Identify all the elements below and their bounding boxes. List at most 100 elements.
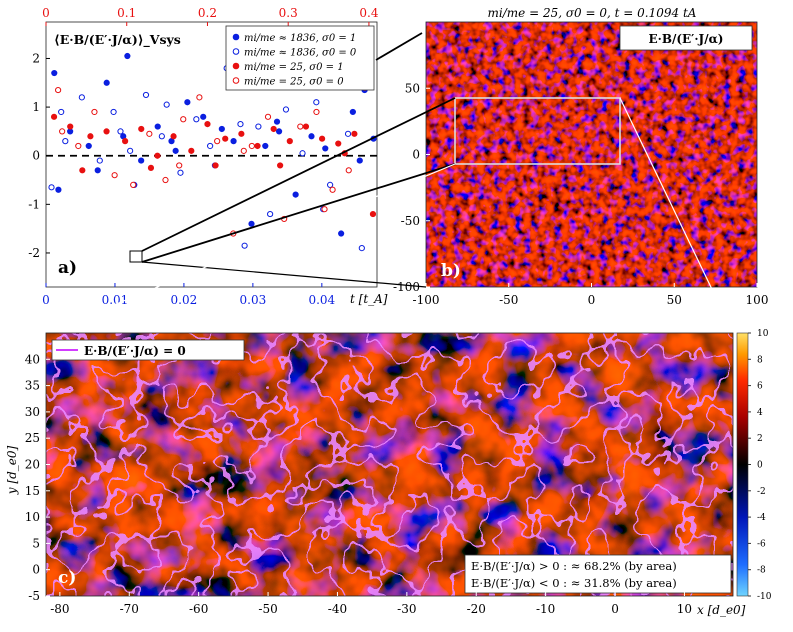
scatter-point [110,108,117,116]
scatter-point [147,164,155,171]
scatter-point [146,130,153,137]
scatter-point [214,138,221,145]
top-tick-label: 0.4 [359,6,378,20]
legend-marker [232,62,240,70]
colorbar-tick-label: 0 [757,461,763,471]
scatter-point [321,206,328,213]
scatter-point [75,142,82,150]
panel-b-x-tick-label: 100 [746,293,769,307]
panel-b-x-ticks: -100 -50 0 50 100 [413,283,769,307]
panel-a: 0 0.1 0.2 0.3 0.4 0 0.01 0.02 0.03 0.04 -2-1012 … [28,6,388,307]
panel-c-contours [46,333,733,596]
scatter-point [176,162,183,169]
panel-c-x-ticks: -80 -70 -60 -50 -40 -30 -20 -10 0 10 [50,592,692,616]
panel-c: E·B/(E′·J/α) = 0 E·B/(E′·J/α) > 0 : ≈ 68… [5,332,746,617]
scatter-point [170,133,177,140]
scatter-point [308,133,315,140]
panel-b-y-tick-label: -50 [401,214,420,228]
scatter-point [184,99,191,106]
scatter-point [222,135,229,142]
top-tick-label: 0.3 [279,6,298,20]
panel-c-x-tick-label: -60 [189,602,208,616]
scatter-point [78,94,85,101]
scatter-point [356,157,363,164]
scatter-point [158,133,165,140]
scatter-point [124,52,131,60]
zoom-region-box [454,97,621,165]
panel-b-x-tick-label: -50 [499,293,518,307]
scatter-point [329,186,336,193]
colorbar-gradient [736,332,749,597]
panel-b-y-tick-label: 50 [405,81,420,95]
panel-c-x-tick-label: 0 [611,602,619,616]
legend-label: mi/me = 25, σ0 = 0 [244,77,344,88]
panel-c-x-tick-label: -10 [536,602,555,616]
panel-b-y-tick-label: -100 [393,280,420,294]
panel-c-label: c) [58,568,76,588]
panel-b-y-ticks: 50 0 -50 -100 [393,81,430,294]
panel-c-x-tick-label: -70 [120,602,139,616]
legend-box [225,25,375,91]
stat-negative: E·B/(E′·J/α) < 0 : ≈ 31.8% (by area) [471,576,677,590]
scatter-point [262,142,269,150]
legend-label: mi/me ≈ 1836, σ0 = 0 [244,48,357,59]
panel-c-y-tick-label: 30 [25,405,40,419]
scatter-point [163,101,170,108]
legend-marker [232,77,240,84]
scatter-point [200,113,207,120]
connector-line [619,97,734,334]
panel-c-y-tick-label: 40 [25,352,40,366]
scatter-point [188,147,195,154]
scatter-point [218,125,225,133]
colorbar-tick-label: -10 [757,592,772,602]
panel-c-legend-box [51,339,245,361]
y-tick-label: 1 [32,100,40,114]
scatter-point [297,123,304,130]
scatter-point [85,142,92,150]
y-tick-label: -2 [28,246,40,260]
panel-b-title: mi/me = 25, σ0 = 0, t = 0.1094 tA [488,6,697,20]
scatter-point [267,210,274,218]
panel-c-y-tick-label: 10 [25,510,40,524]
panel-c-y-tick-label: 15 [25,484,40,498]
legend-marker [232,48,240,55]
scatter-point [302,123,310,130]
panel-c-x-tick-label: -30 [397,602,416,616]
scatter-point [50,113,58,120]
colorbar-tick-label: -2 [757,487,766,497]
colorbar-tick-label: -8 [757,566,766,576]
stat-positive: E·B/(E′·J/α) > 0 : ≈ 68.2% (by area) [471,559,677,573]
scatter-point [254,142,261,150]
scatter-point [122,138,129,145]
connector-line [141,261,427,288]
scatter-point [207,142,214,150]
scatter-point [172,147,179,154]
scatter-point [273,118,281,125]
scatter-point [344,130,352,137]
scatter-point [94,167,101,174]
legend-marker [232,33,240,41]
scatter-point [313,108,320,116]
scatter-point [96,157,103,164]
top-axis-ticks: 0 0.1 0.2 0.3 0.4 [42,6,379,26]
scatter-point [138,125,145,133]
scatter-point [177,169,184,176]
panel-c-xlabel: x [d_e0] [697,603,746,617]
scatter-point [154,123,161,130]
scatter-point [91,108,98,116]
panel-c-x-tick-label: -80 [50,602,69,616]
scatter-point [327,181,334,188]
bottom-tick-label: 0.02 [171,293,198,307]
scatter-point [345,167,352,174]
scatter-point [319,135,326,142]
y-tick-label: 2 [32,51,40,65]
scatter-point [212,162,219,169]
scatter-point [338,230,345,237]
scatter-point [277,162,284,169]
scatter-point [51,69,58,77]
panel-b-label: E·B/(E′·J/α) [649,32,724,46]
panel-b-label-box [619,25,753,51]
panel-c-y-tick-label: 20 [25,458,40,472]
scatter-point [79,167,86,174]
